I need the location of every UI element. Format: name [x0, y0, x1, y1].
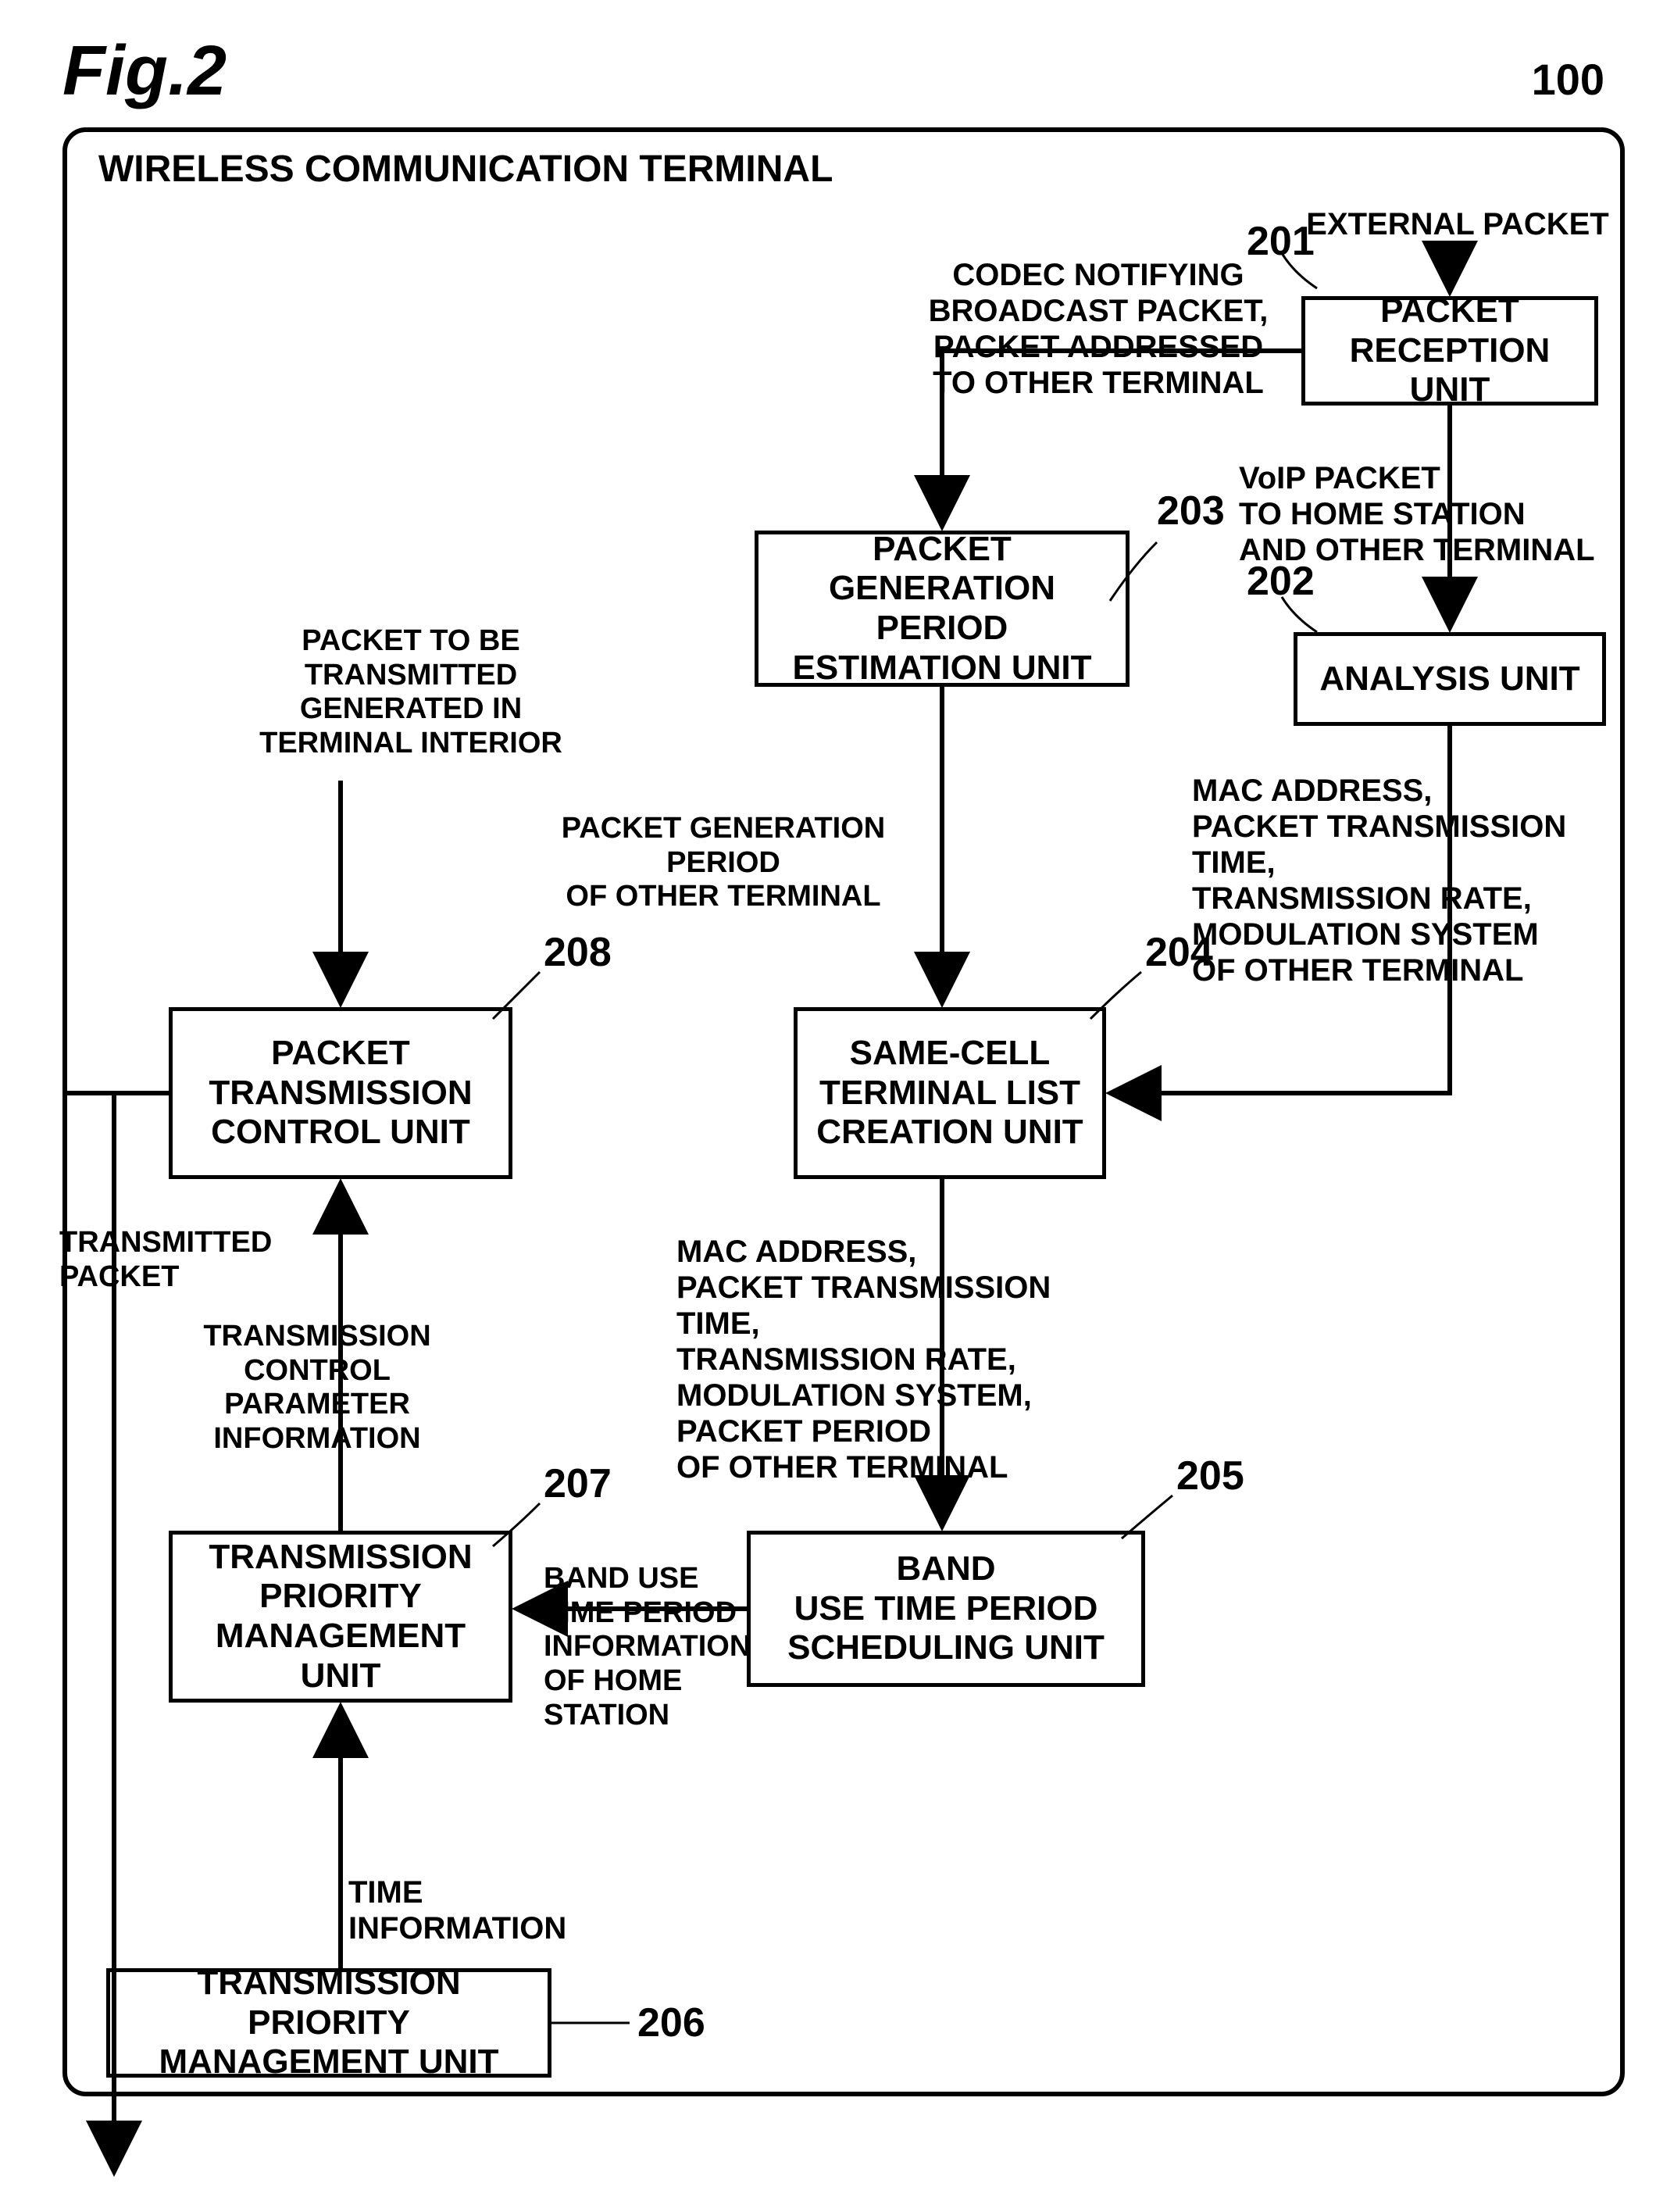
block-205: BANDUSE TIME PERIODSCHEDULING UNIT	[747, 1531, 1145, 1687]
figure-title: Fig.2	[62, 31, 1625, 112]
block-207: TRANSMISSIONPRIORITYMANAGEMENT UNIT	[169, 1531, 512, 1703]
terminal-label: WIRELESS COMMUNICATION TERMINAL	[98, 148, 833, 191]
ref-206: 206	[637, 1999, 705, 2046]
ref-207: 207	[544, 1460, 612, 1507]
label-mac1: MAC ADDRESS,PACKET TRANSMISSION TIME,TRA…	[1192, 773, 1629, 988]
exit-arrow	[62, 2095, 1625, 2173]
label-txctrl: TRANSMISSION CONTROLPARAMETER INFORMATIO…	[130, 1320, 505, 1456]
block-202: ANALYSIS UNIT	[1294, 632, 1606, 726]
ref-208: 208	[544, 929, 612, 976]
label-pktgen: PACKET GENERATION PERIODOF OTHER TERMINA…	[505, 812, 942, 914]
block-204: SAME-CELLTERMINAL LISTCREATION UNIT	[794, 1007, 1106, 1179]
block-204-text: SAME-CELLTERMINAL LISTCREATION UNIT	[816, 1034, 1083, 1152]
ref-203: 203	[1157, 488, 1225, 534]
label-voip: VoIP PACKETTO HOME STATIONAND OTHER TERM…	[1239, 460, 1598, 568]
block-201-text: PACKETRECEPTION UNIT	[1313, 291, 1586, 410]
block-208-text: PACKETTRANSMISSIONCONTROL UNIT	[209, 1034, 472, 1152]
ref-205: 205	[1176, 1453, 1244, 1499]
block-206: TRANSMISSION PRIORITYMANAGEMENT UNIT	[106, 1968, 551, 2078]
label-txpkt: TRANSMITTEDPACKET	[59, 1226, 294, 1294]
block-201: PACKETRECEPTION UNIT	[1301, 296, 1598, 406]
block-205-text: BANDUSE TIME PERIODSCHEDULING UNIT	[787, 1549, 1105, 1668]
block-203-text: PACKETGENERATION PERIODESTIMATION UNIT	[766, 530, 1118, 688]
label-codec: CODEC NOTIFYINGBROADCAST PACKET,PACKET A…	[926, 257, 1270, 401]
block-208: PACKETTRANSMISSIONCONTROL UNIT	[169, 1007, 512, 1179]
block-202-text: ANALYSIS UNIT	[1319, 659, 1579, 699]
block-203: PACKETGENERATION PERIODESTIMATION UNIT	[755, 531, 1130, 687]
ref-100: 100	[1532, 54, 1604, 105]
label-mac2: MAC ADDRESS,PACKET TRANSMISSION TIME,TRA…	[676, 1234, 1114, 1485]
label-external-packet: EXTERNAL PACKET	[1301, 206, 1614, 242]
block-207-text: TRANSMISSIONPRIORITYMANAGEMENT UNIT	[180, 1538, 501, 1696]
label-timeinfo: TIME INFORMATION	[348, 1874, 645, 1946]
block-206-text: TRANSMISSION PRIORITYMANAGEMENT UNIT	[118, 1964, 540, 2082]
label-banduse: BAND USETIME PERIODINFORMATIONOF HOME ST…	[544, 1562, 747, 1732]
terminal-container: 100 WIRELESS COMMUNICATION TERMINAL PACK…	[62, 127, 1625, 2096]
label-pkttobe: PACKET TO BETRANSMITTEDGENERATED INTERMI…	[255, 624, 567, 761]
